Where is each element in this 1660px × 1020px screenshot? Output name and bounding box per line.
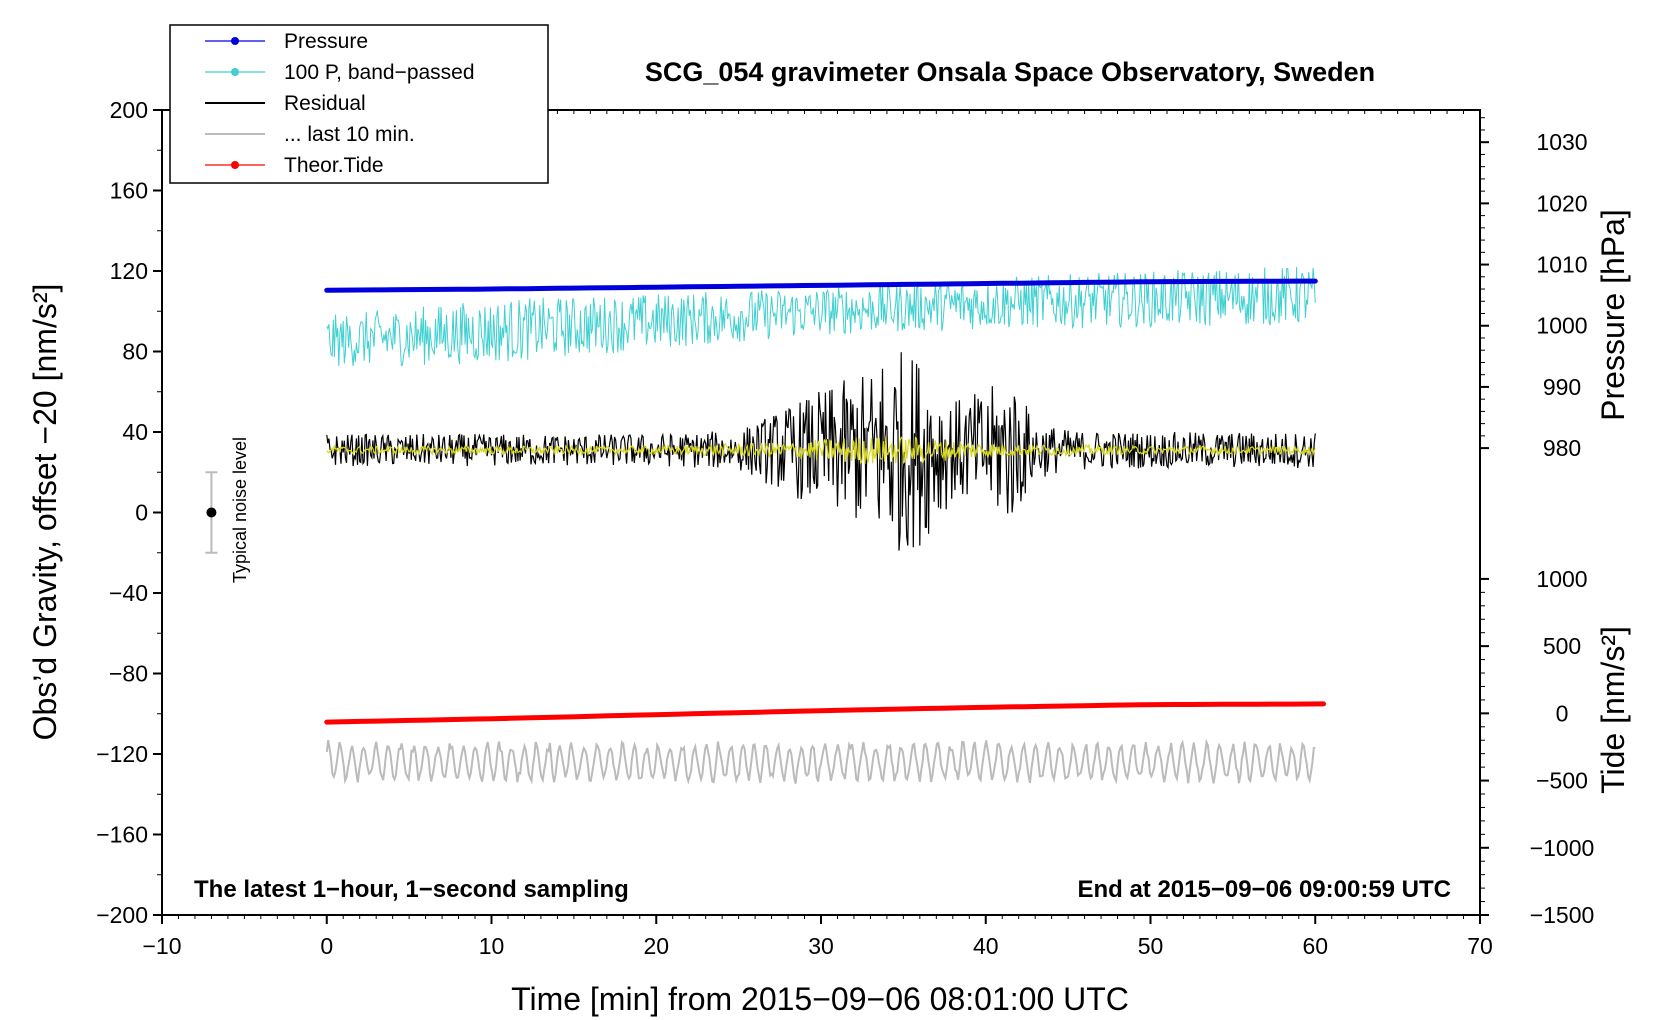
series-theor-tide xyxy=(324,701,1326,725)
sampling-note: The latest 1−hour, 1−second sampling xyxy=(194,876,629,903)
legend-label-theor-tide: Theor.Tide xyxy=(284,154,384,177)
legend-label-residual: Residual xyxy=(284,92,366,115)
x-tick-label: 20 xyxy=(643,933,669,959)
tide-tick-label: 1000 xyxy=(1536,566,1587,592)
x-tick-label: 40 xyxy=(973,933,999,959)
pressure-tick-label: 1030 xyxy=(1536,129,1587,155)
y-tick-label: 200 xyxy=(110,97,148,123)
x-tick-label: 0 xyxy=(320,933,333,959)
x-tick-label: −10 xyxy=(142,933,181,959)
legend-label-last-10-min: ... last 10 min. xyxy=(284,123,415,146)
data-series xyxy=(324,266,1326,785)
x-tick-label: 70 xyxy=(1467,933,1493,959)
chart-title: SCG_054 gravimeter Onsala Space Observat… xyxy=(645,57,1375,87)
legend-marker-pressure xyxy=(231,37,239,45)
x-tick-label: 60 xyxy=(1302,933,1328,959)
pressure-tick-label: 990 xyxy=(1543,374,1581,400)
y-tick-label: −120 xyxy=(96,741,148,767)
y-tick-label: 80 xyxy=(122,339,148,365)
tide-tick-label: −1000 xyxy=(1530,835,1595,861)
y-axis-label-tide: Tide [nm/s²] xyxy=(1595,626,1631,794)
series--last-10-min- xyxy=(326,436,1316,465)
tide-tick-label: −500 xyxy=(1536,768,1588,794)
noise-level-label: Typical noise level xyxy=(230,437,250,583)
y-axis-label-left: Obs’d Gravity, offset −20 [nm/s²] xyxy=(27,284,63,741)
legend-marker-100-p-band-passed xyxy=(231,68,239,76)
series-pressure xyxy=(324,278,1318,293)
noise-level-indicator: Typical noise level xyxy=(205,437,250,583)
legend: Pressure 100 P, band−passed Residual ... la… xyxy=(169,24,549,184)
y-tick-label: −200 xyxy=(96,902,148,928)
y-axis-label-pressure: Pressure [hPa] xyxy=(1595,209,1631,421)
tide-tick-label: 500 xyxy=(1543,633,1581,659)
y-tick-label: −160 xyxy=(96,822,148,848)
axis-ticks: −10 0 10 20 30 40 50 60 7020016012080400−40−80−1… xyxy=(96,97,1594,959)
x-tick-label: 10 xyxy=(479,933,505,959)
end-time-note: End at 2015−09−06 09:00:59 UTC xyxy=(1077,876,1451,903)
pressure-tick-label: 1000 xyxy=(1536,313,1587,339)
noise-center-dot xyxy=(206,507,217,518)
x-tick-label: 30 xyxy=(808,933,834,959)
tide-tick-label: −1500 xyxy=(1530,902,1595,928)
pressure-tick-label: 980 xyxy=(1543,435,1581,461)
y-tick-label: 160 xyxy=(110,178,148,204)
x-axis-label: Time [min] from 2015−09−06 08:01:00 UTC xyxy=(511,981,1129,1017)
plot-frame xyxy=(161,109,1481,916)
legend-label-pressure: Pressure xyxy=(284,30,368,53)
series-residual xyxy=(326,352,1316,551)
pressure-tick-label: 1010 xyxy=(1536,252,1587,278)
y-tick-label: 40 xyxy=(122,419,148,445)
y-tick-label: 120 xyxy=(110,258,148,284)
tide-tick-label: 0 xyxy=(1556,700,1569,726)
series-100-p-band-passed xyxy=(326,266,1316,367)
pressure-tick-label: 1020 xyxy=(1536,190,1587,216)
y-tick-label: 0 xyxy=(135,500,148,526)
legend-label-100-p-band-passed: 100 P, band−passed xyxy=(284,61,475,84)
y-tick-label: −80 xyxy=(109,661,148,687)
series-pressure-low-passed xyxy=(325,738,1316,785)
y-tick-label: −40 xyxy=(109,580,148,606)
legend-marker-theor-tide xyxy=(231,161,239,169)
x-tick-label: 50 xyxy=(1138,933,1164,959)
